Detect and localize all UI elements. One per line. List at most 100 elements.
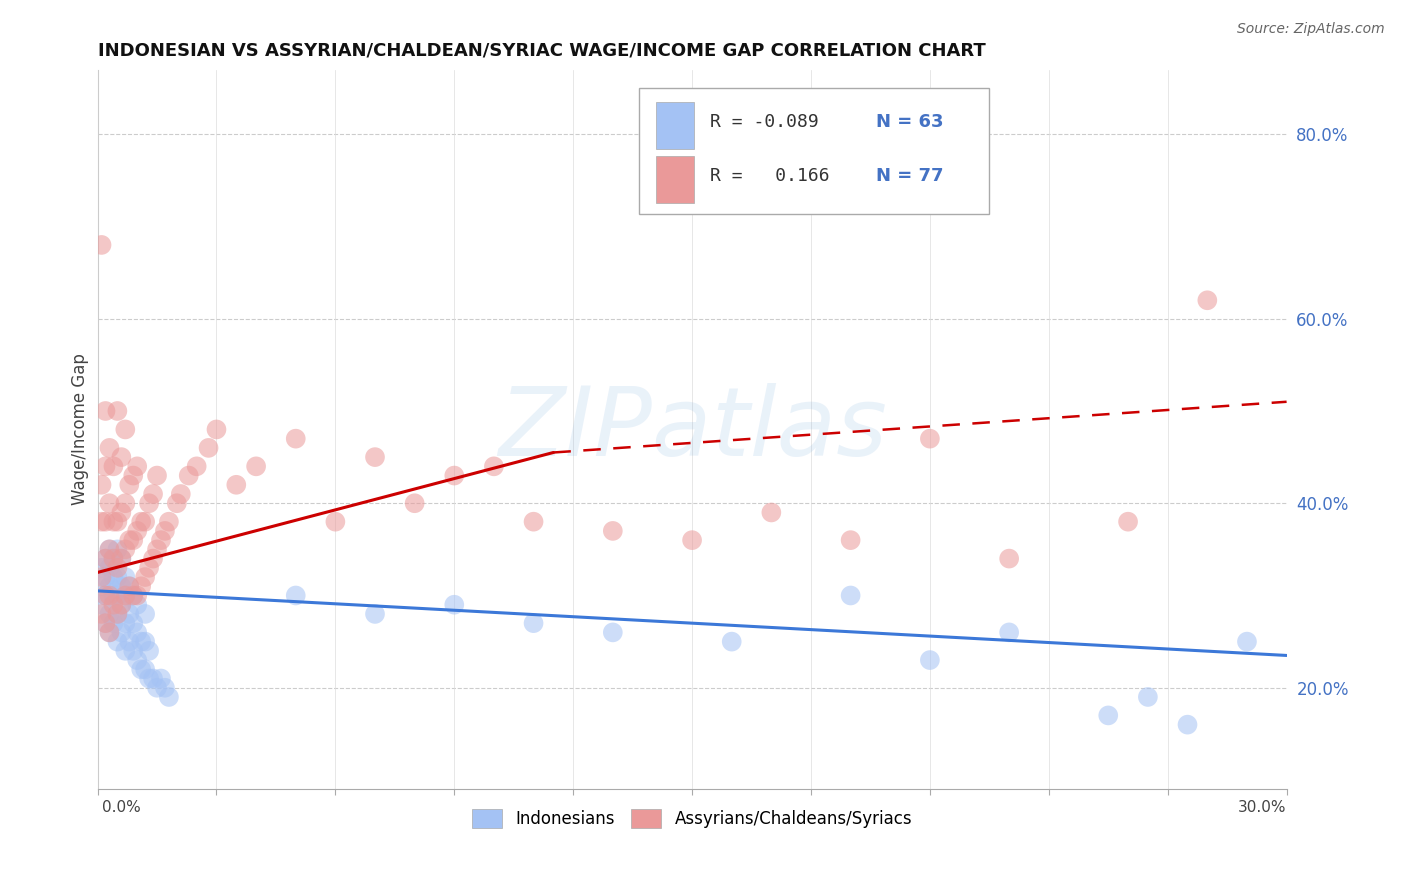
- Point: [118, 579, 141, 593]
- Point: [197, 441, 219, 455]
- Point: [138, 561, 160, 575]
- Point: [142, 672, 165, 686]
- Point: [134, 634, 156, 648]
- Point: [129, 579, 152, 593]
- Point: [157, 690, 180, 704]
- Point: [103, 589, 125, 603]
- Point: [138, 496, 160, 510]
- Point: [1097, 708, 1119, 723]
- Point: [118, 533, 141, 548]
- Point: [90, 515, 112, 529]
- Point: [98, 542, 121, 557]
- Point: [127, 459, 149, 474]
- Point: [443, 598, 465, 612]
- Point: [127, 524, 149, 538]
- Point: [110, 598, 132, 612]
- Point: [103, 570, 125, 584]
- Point: [129, 662, 152, 676]
- Point: [94, 616, 117, 631]
- Text: Source: ZipAtlas.com: Source: ZipAtlas.com: [1237, 22, 1385, 37]
- Point: [122, 644, 145, 658]
- Point: [127, 598, 149, 612]
- Point: [103, 551, 125, 566]
- Point: [114, 589, 136, 603]
- Point: [110, 579, 132, 593]
- Point: [105, 542, 128, 557]
- Point: [602, 625, 624, 640]
- Point: [98, 542, 121, 557]
- Point: [839, 533, 862, 548]
- Legend: Indonesians, Assyrians/Chaldeans/Syriacs: Indonesians, Assyrians/Chaldeans/Syriacs: [465, 802, 920, 835]
- Point: [918, 653, 941, 667]
- Point: [918, 432, 941, 446]
- Text: 0.0%: 0.0%: [101, 800, 141, 815]
- Point: [245, 459, 267, 474]
- Point: [118, 477, 141, 491]
- Point: [146, 542, 169, 557]
- Point: [153, 524, 176, 538]
- Point: [839, 589, 862, 603]
- Point: [110, 506, 132, 520]
- Text: N = 63: N = 63: [876, 113, 943, 131]
- Point: [134, 662, 156, 676]
- Point: [105, 404, 128, 418]
- Point: [681, 533, 703, 548]
- Point: [114, 644, 136, 658]
- Point: [103, 459, 125, 474]
- Text: 30.0%: 30.0%: [1239, 800, 1286, 815]
- Point: [110, 551, 132, 566]
- Point: [166, 496, 188, 510]
- Point: [122, 616, 145, 631]
- Point: [153, 681, 176, 695]
- Point: [1116, 515, 1139, 529]
- Point: [602, 524, 624, 538]
- Point: [98, 441, 121, 455]
- Point: [1236, 634, 1258, 648]
- Point: [94, 616, 117, 631]
- Point: [146, 681, 169, 695]
- Point: [114, 422, 136, 436]
- Point: [998, 551, 1021, 566]
- Point: [90, 607, 112, 621]
- Point: [998, 625, 1021, 640]
- Point: [114, 616, 136, 631]
- Point: [761, 506, 783, 520]
- Point: [205, 422, 228, 436]
- Point: [110, 598, 132, 612]
- Point: [186, 459, 208, 474]
- Point: [522, 616, 544, 631]
- Point: [110, 625, 132, 640]
- Bar: [657, 102, 695, 149]
- Point: [105, 515, 128, 529]
- Point: [129, 634, 152, 648]
- Point: [122, 589, 145, 603]
- Point: [90, 598, 112, 612]
- Point: [522, 515, 544, 529]
- Point: [146, 468, 169, 483]
- Point: [98, 625, 121, 640]
- Point: [98, 496, 121, 510]
- Bar: [657, 156, 695, 202]
- Point: [325, 515, 347, 529]
- Point: [127, 653, 149, 667]
- Point: [142, 487, 165, 501]
- Point: [98, 561, 121, 575]
- Text: N = 77: N = 77: [876, 167, 943, 186]
- Point: [114, 542, 136, 557]
- Point: [284, 432, 307, 446]
- Point: [1136, 690, 1159, 704]
- Point: [150, 533, 173, 548]
- Point: [94, 404, 117, 418]
- Point: [127, 625, 149, 640]
- Point: [105, 607, 128, 621]
- Point: [94, 551, 117, 566]
- Point: [94, 459, 117, 474]
- Point: [720, 634, 742, 648]
- Point: [364, 607, 387, 621]
- Point: [114, 570, 136, 584]
- Point: [94, 551, 117, 566]
- Point: [1197, 293, 1219, 308]
- Point: [103, 551, 125, 566]
- Point: [110, 551, 132, 566]
- Point: [90, 570, 112, 584]
